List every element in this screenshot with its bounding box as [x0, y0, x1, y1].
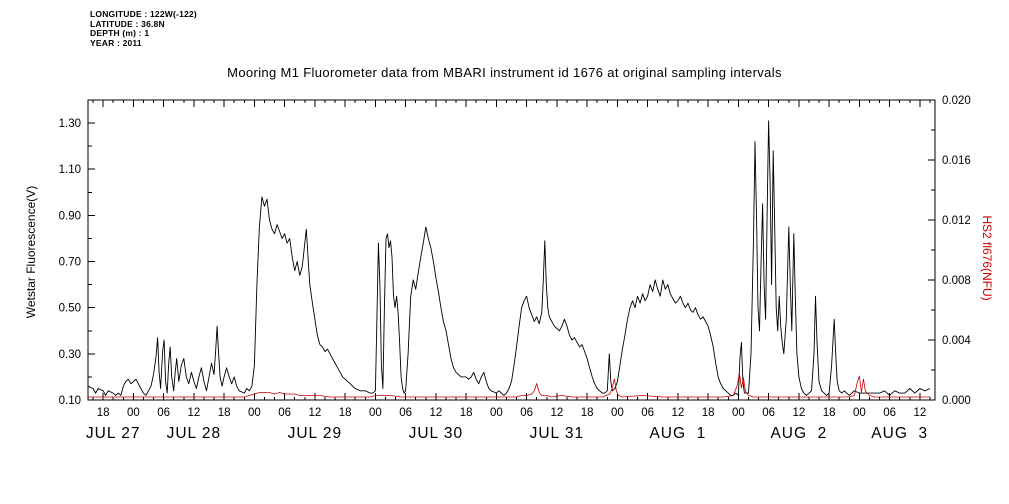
x-hour-label: 12 — [429, 407, 442, 419]
x-hour-label: 12 — [550, 407, 563, 419]
x-hour-label: 18 — [823, 407, 836, 419]
x-hour-label: 06 — [762, 407, 775, 419]
x-hour-label: 06 — [278, 407, 291, 419]
x-hour-label: 06 — [157, 407, 170, 419]
x-hour-label: 18 — [97, 407, 110, 419]
x-hour-label: 18 — [702, 407, 715, 419]
right-tick-label: 0.008 — [942, 275, 971, 287]
x-date-label: AUG 3 — [871, 425, 928, 442]
x-hour-label: 12 — [913, 407, 926, 419]
meta-depth: DEPTH (m) : 1 — [90, 28, 150, 38]
left-tick-label: 1.30 — [59, 118, 81, 130]
x-hour-label: 18 — [581, 407, 594, 419]
right-tick-label: 0.012 — [942, 215, 971, 227]
x-hour-label: 12 — [792, 407, 805, 419]
x-hour-label: 12 — [187, 407, 200, 419]
metadata-block: LONGITUDE : 122W(-122) LATITUDE : 36.8N … — [90, 9, 197, 48]
left-tick-label: 0.30 — [59, 349, 81, 361]
right-tick-label: 0.004 — [942, 335, 971, 347]
x-hour-label: 00 — [248, 407, 261, 419]
left-tick-label: 0.50 — [59, 303, 81, 315]
x-hour-label: 00 — [490, 407, 503, 419]
left-tick-label: 0.10 — [59, 395, 81, 407]
x-hour-label: 12 — [308, 407, 321, 419]
x-hour-label: 06 — [883, 407, 896, 419]
series-wetstar-fluorescence — [87, 120, 931, 396]
x-hour-label: 00 — [127, 407, 140, 419]
x-date-label: JUL 30 — [409, 425, 464, 442]
x-hour-label: 12 — [671, 407, 684, 419]
right-tick-label: 0.000 — [942, 395, 971, 407]
chart-title: Mooring M1 Fluorometer data from MBARI i… — [227, 65, 782, 80]
x-date-label: JUL 29 — [288, 425, 343, 442]
series-hs2-fl676 — [88, 372, 930, 398]
x-hour-label: 00 — [369, 407, 382, 419]
x-hour-label: 06 — [399, 407, 412, 419]
x-date-label: JUL 31 — [530, 425, 585, 442]
x-date-label: AUG 2 — [770, 425, 827, 442]
right-tick-label: 0.020 — [942, 95, 971, 107]
x-date-label: JUL 27 — [86, 425, 141, 442]
meta-longitude: LONGITUDE : 122W(-122) — [90, 9, 197, 19]
x-hour-label: 00 — [732, 407, 745, 419]
x-hour-label: 18 — [339, 407, 352, 419]
x-hour-label: 06 — [641, 407, 654, 419]
plot-border — [87, 99, 936, 401]
left-tick-label: 0.70 — [59, 257, 81, 269]
x-hour-label: 18 — [218, 407, 231, 419]
meta-year: YEAR : 2011 — [90, 37, 142, 48]
x-hour-label: 00 — [853, 407, 866, 419]
right-tick-label: 0.016 — [942, 155, 971, 167]
left-tick-label: 0.90 — [59, 210, 81, 222]
meta-latitude: LATITUDE : 36.8N — [90, 18, 165, 29]
left-tick-label: 1.10 — [59, 164, 81, 176]
x-hour-label: 06 — [520, 407, 533, 419]
x-date-label: AUG 1 — [649, 425, 706, 442]
x-hour-label: 18 — [460, 407, 473, 419]
x-hour-label: 00 — [611, 407, 624, 419]
x-date-label: JUL 28 — [167, 425, 222, 442]
